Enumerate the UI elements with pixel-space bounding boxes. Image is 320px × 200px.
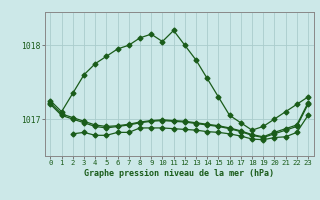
X-axis label: Graphe pression niveau de la mer (hPa): Graphe pression niveau de la mer (hPa) bbox=[84, 169, 274, 178]
